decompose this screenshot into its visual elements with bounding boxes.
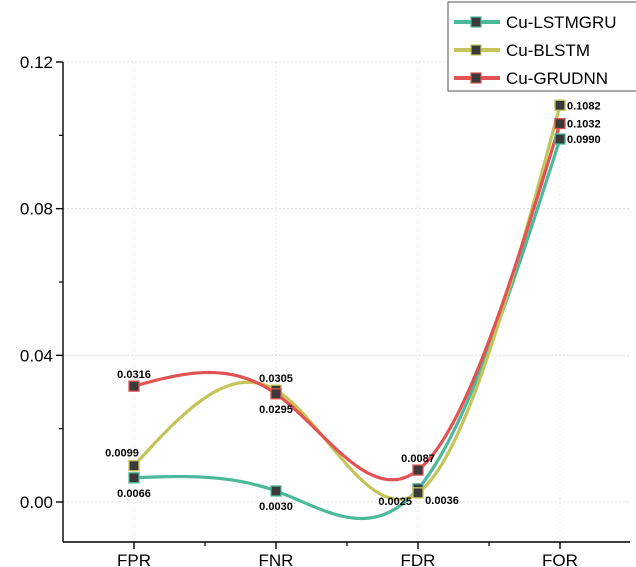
data-label-cu-blstm-fnr: 0.0305 bbox=[259, 373, 293, 385]
marker-cu-blstm-fdr bbox=[412, 487, 424, 499]
grid-lines bbox=[63, 61, 630, 542]
marker-cu-lstmgru-fpr bbox=[128, 472, 140, 484]
y-tick-label-1: 0.04 bbox=[20, 346, 53, 365]
data-label-cu-grudnn-fdr: 0.0087 bbox=[401, 453, 435, 465]
x-tick-label-2: FDR bbox=[401, 551, 436, 567]
legend-marker-cu-lstmgru bbox=[470, 16, 482, 28]
marker-cu-lstmgru-fnr bbox=[270, 485, 282, 497]
x-tick-label-1: FNR bbox=[259, 551, 294, 567]
y-tick-label-3: 0.12 bbox=[20, 53, 53, 72]
data-label-cu-grudnn-fnr: 0.0295 bbox=[259, 404, 293, 416]
marker-cu-grudnn-for bbox=[554, 117, 566, 130]
marker-cu-grudnn-fpr bbox=[128, 380, 140, 392]
y-tick-label-2: 0.08 bbox=[20, 200, 53, 219]
marker-cu-blstm-fpr bbox=[128, 460, 140, 472]
data-label-cu-blstm-for: 0.1082 bbox=[567, 100, 601, 112]
series-lines bbox=[132, 103, 562, 521]
series-line-cu-grudnn bbox=[132, 122, 562, 482]
data-label-cu-blstm-fpr: 0.0099 bbox=[105, 448, 139, 460]
data-labels: 0.0066 0.0030 0.0036 0.0990 0.0099 0.0305 0.00… bbox=[105, 100, 600, 513]
data-label-cu-lstmgru-for: 0.0990 bbox=[567, 134, 601, 146]
legend-label-cu-lstmgru: Cu-LSTMGRU bbox=[506, 13, 617, 32]
series-line-cu-blstm bbox=[132, 103, 562, 501]
data-label-cu-lstmgru-fnr: 0.0030 bbox=[259, 501, 293, 513]
data-label-cu-lstmgru-fdr: 0.0036 bbox=[425, 495, 459, 507]
x-tick-label-0: FPR bbox=[117, 551, 151, 567]
marker-cu-blstm-for bbox=[554, 99, 566, 111]
legend-label-cu-blstm: Cu-BLSTM bbox=[506, 41, 590, 60]
data-label-cu-blstm-fdr: 0.0025 bbox=[378, 496, 412, 508]
legend-label-cu-grudnn: Cu-GRUDNN bbox=[506, 69, 608, 88]
data-label-cu-grudnn-fpr: 0.0316 bbox=[117, 369, 151, 381]
y-tick-label-0: 0.00 bbox=[20, 493, 53, 512]
legend-marker-cu-grudnn bbox=[470, 72, 482, 84]
axes: 0.00 0.04 0.08 0.12 FPR FNR FDR FOR bbox=[20, 53, 630, 567]
x-tick-label-3: FOR bbox=[542, 551, 578, 567]
marker-cu-grudnn-fdr bbox=[412, 464, 424, 476]
data-markers bbox=[128, 99, 566, 499]
marker-cu-grudnn-fnr bbox=[270, 388, 282, 400]
data-label-cu-lstmgru-fpr: 0.0066 bbox=[117, 488, 151, 500]
marker-cu-lstmgru-for bbox=[554, 133, 566, 145]
legend: Cu-LSTMGRU Cu-BLSTM Cu-GRUDNN bbox=[447, 1, 636, 92]
legend-marker-cu-blstm bbox=[470, 44, 482, 56]
data-label-cu-grudnn-for: 0.1032 bbox=[567, 119, 601, 131]
